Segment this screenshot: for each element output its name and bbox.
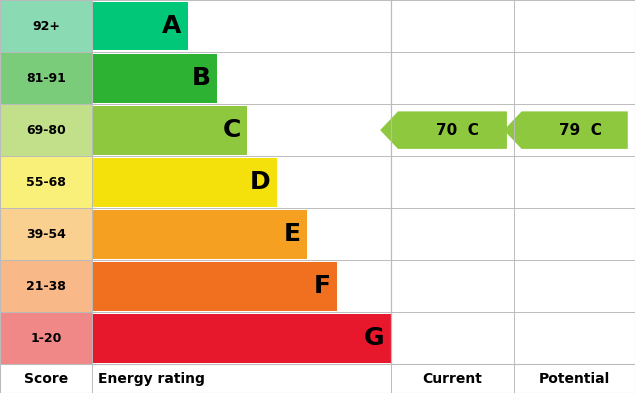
Text: A: A <box>162 14 181 38</box>
Bar <box>92 158 277 207</box>
Bar <box>92 2 187 50</box>
Polygon shape <box>380 111 507 149</box>
Bar <box>0 312 92 364</box>
Bar <box>0 104 92 156</box>
Text: Potential: Potential <box>539 372 610 386</box>
Bar <box>0 208 92 260</box>
Text: 70  C: 70 C <box>436 123 479 138</box>
Text: 81-91: 81-91 <box>26 72 66 84</box>
Text: Current: Current <box>422 372 483 386</box>
Text: 1-20: 1-20 <box>30 332 62 345</box>
Bar <box>0 364 635 393</box>
Bar <box>0 0 92 52</box>
Bar <box>92 53 217 103</box>
Text: 69-80: 69-80 <box>26 124 66 137</box>
Text: D: D <box>250 170 271 194</box>
Polygon shape <box>504 111 628 149</box>
Text: B: B <box>192 66 211 90</box>
Text: E: E <box>284 222 300 246</box>
Text: 55-68: 55-68 <box>26 176 66 189</box>
Bar <box>92 210 307 259</box>
Text: F: F <box>314 274 330 298</box>
Text: Score: Score <box>24 372 68 386</box>
Text: 79  C: 79 C <box>559 123 601 138</box>
Text: 92+: 92+ <box>32 20 60 33</box>
Bar <box>0 156 92 208</box>
Text: C: C <box>222 118 241 142</box>
Text: 21-38: 21-38 <box>26 280 66 293</box>
Text: Energy rating: Energy rating <box>98 372 205 386</box>
Bar <box>0 52 92 104</box>
Bar <box>92 106 247 154</box>
Text: G: G <box>364 326 384 350</box>
Bar <box>92 262 337 311</box>
Bar <box>92 314 391 363</box>
Bar <box>0 260 92 312</box>
Text: 39-54: 39-54 <box>26 228 66 241</box>
